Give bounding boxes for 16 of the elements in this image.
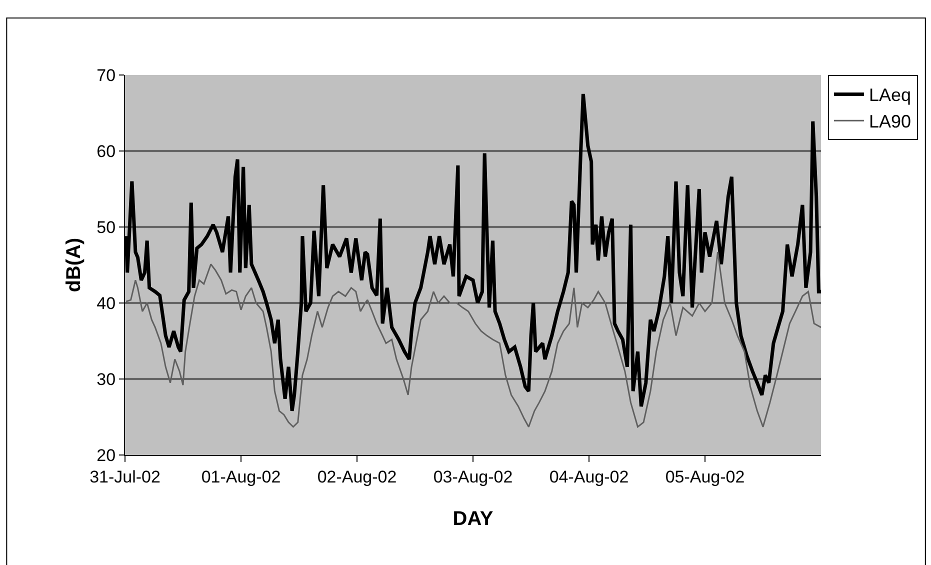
x-tick-label: 02-Aug-02 — [317, 467, 397, 486]
x-tick-label: 01-Aug-02 — [201, 467, 281, 486]
x-tick-label: 31-Jul-02 — [90, 467, 160, 486]
y-tick-label: 20 — [96, 446, 116, 465]
x-tick-label: 03-Aug-02 — [433, 467, 513, 486]
y-tick-label: 30 — [96, 370, 116, 389]
y-axis-title: dB(A) — [63, 238, 86, 292]
y-tick-label: 40 — [96, 294, 116, 313]
legend-label: LAeq — [868, 85, 912, 106]
x-tick-label: 05-Aug-02 — [665, 467, 745, 486]
x-tick-label: 04-Aug-02 — [549, 467, 629, 486]
x-axis-title: DAY — [452, 508, 494, 530]
y-tick-label: 60 — [96, 142, 116, 161]
legend-label: LA90 — [868, 112, 912, 132]
y-tick-label: 70 — [96, 66, 116, 85]
y-tick-label: 50 — [96, 218, 116, 237]
